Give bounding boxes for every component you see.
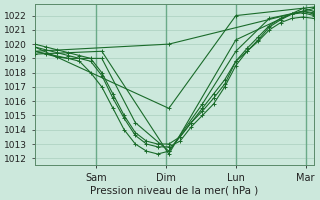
X-axis label: Pression niveau de la mer( hPa ): Pression niveau de la mer( hPa ): [90, 186, 259, 196]
